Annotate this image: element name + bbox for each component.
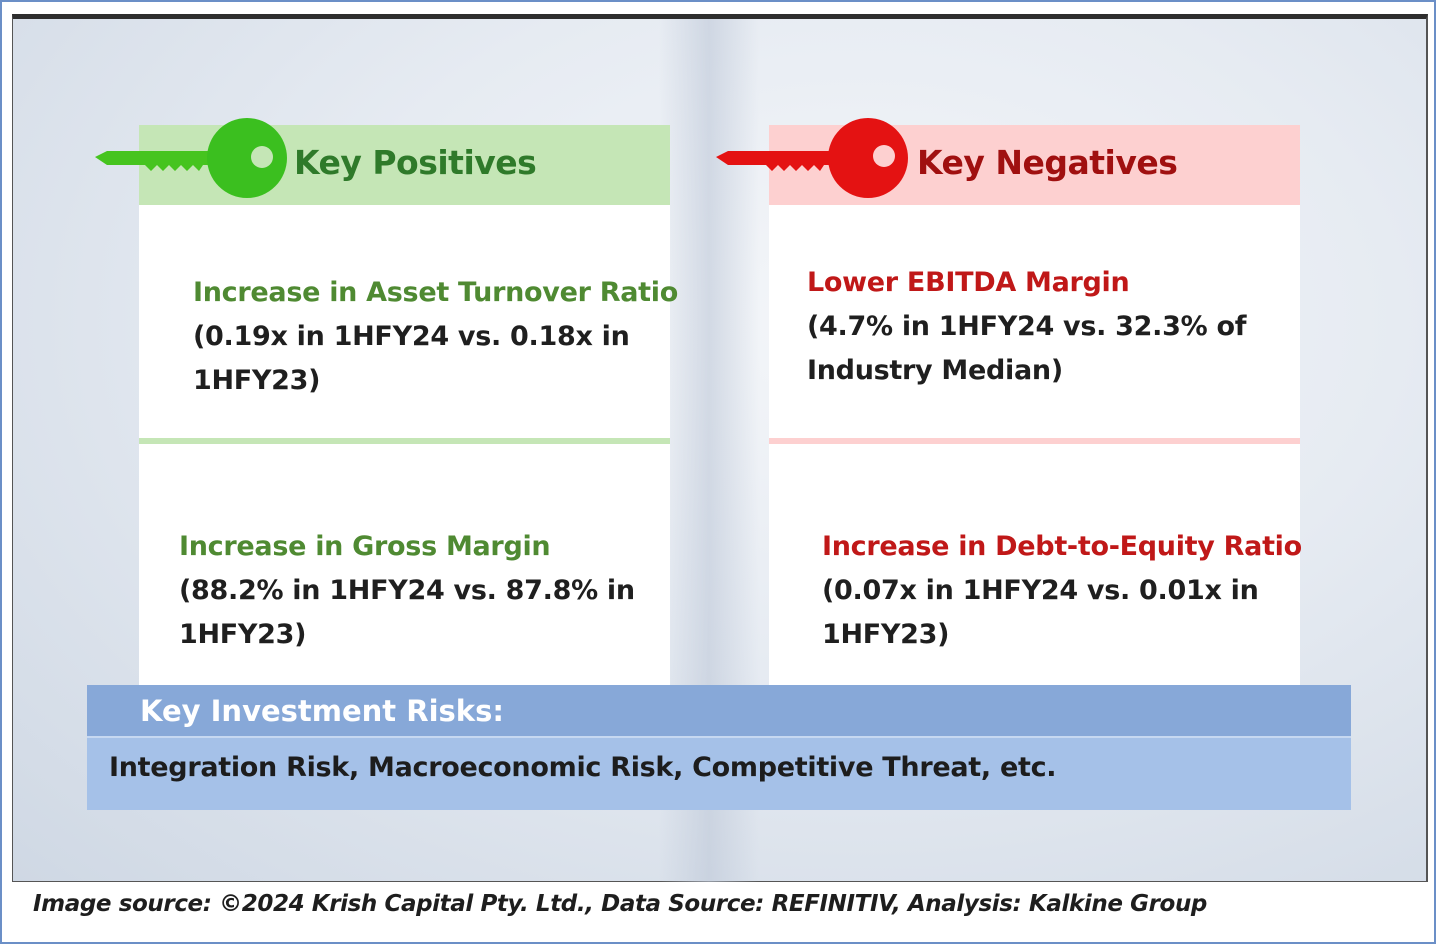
positive-item-1-desc-line1: (0.19x in 1HFY24 vs. 0.18x in — [193, 321, 630, 352]
image-source-caption: Image source: ©2024 Krish Capital Pty. L… — [33, 891, 1207, 917]
key-investment-risks-box: Key Investment Risks: Integration Risk, … — [87, 685, 1351, 810]
key-positives-card: Key Positives Increase in Asset Turnover… — [139, 125, 678, 691]
key-negatives-title: Key Negatives — [917, 143, 1178, 182]
key-investment-risks-title: Key Investment Risks: — [140, 694, 504, 728]
negative-item-1-desc: (4.7% in 1HFY24 vs. 32.3% of Industry Me… — [807, 305, 1246, 393]
positive-item-2-desc-line1: (88.2% in 1HFY24 vs. 87.8% in — [179, 575, 635, 606]
negative-item-2-title: Increase in Debt-to-Equity Ratio — [822, 531, 1302, 562]
negative-item-2-desc: (0.07x in 1HFY24 vs. 0.01x in 1HFY23) — [822, 569, 1259, 657]
positive-item-2-title: Increase in Gross Margin — [179, 531, 551, 562]
key-negatives-card: Key Negatives Lower EBITDA Margin (4.7% … — [769, 125, 1302, 691]
red-key-icon — [716, 118, 908, 198]
negative-item-1-desc-line2: Industry Median) — [807, 355, 1063, 386]
negatives-divider — [769, 438, 1300, 444]
positive-item-2-desc-line2: 1HFY23) — [179, 619, 307, 650]
positive-item-1-desc-line2: 1HFY23) — [193, 365, 321, 396]
negative-item-2-desc-line1: (0.07x in 1HFY24 vs. 0.01x in — [822, 575, 1259, 606]
key-investment-risks-text: Integration Risk, Macroeconomic Risk, Co… — [109, 752, 1057, 783]
key-investment-risks-header: Key Investment Risks: — [87, 685, 1351, 738]
positive-item-1-title: Increase in Asset Turnover Ratio — [193, 277, 678, 308]
negative-item-2-desc-line2: 1HFY23) — [822, 619, 950, 650]
positive-item-1-desc: (0.19x in 1HFY24 vs. 0.18x in 1HFY23) — [193, 315, 630, 403]
key-positives-title: Key Positives — [294, 143, 537, 182]
positives-divider — [139, 438, 670, 444]
negative-item-1-title: Lower EBITDA Margin — [807, 267, 1130, 298]
green-key-icon — [95, 118, 287, 198]
positive-item-2-desc: (88.2% in 1HFY24 vs. 87.8% in 1HFY23) — [179, 569, 635, 657]
negative-item-1-desc-line1: (4.7% in 1HFY24 vs. 32.3% of — [807, 311, 1247, 342]
